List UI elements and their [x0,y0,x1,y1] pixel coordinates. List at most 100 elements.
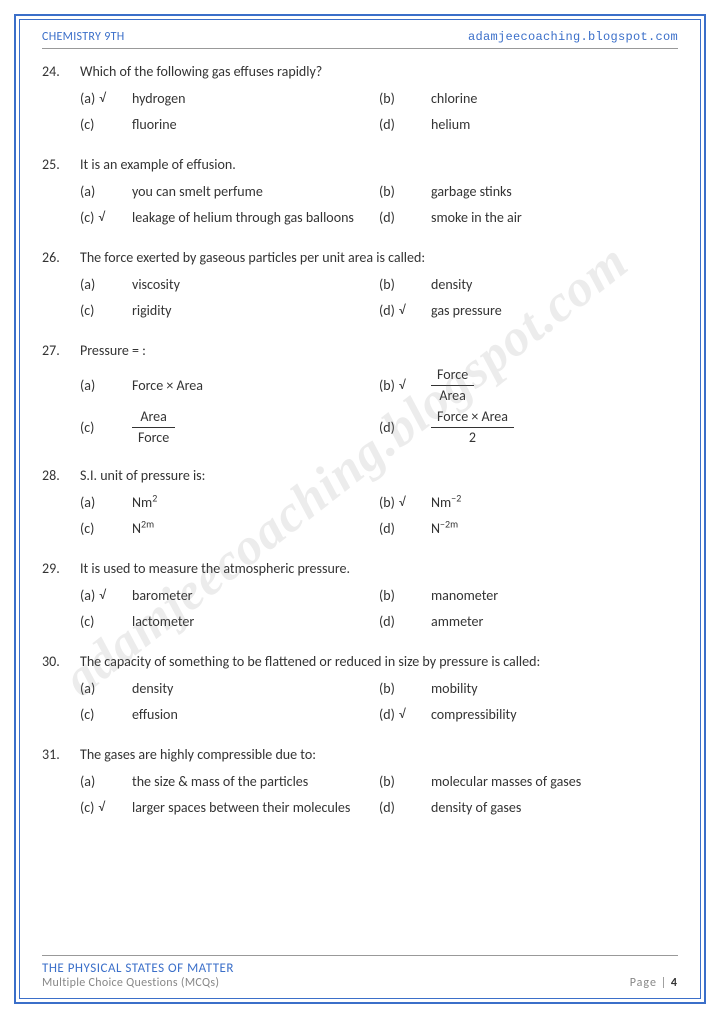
question-row: 26.The force exerted by gaseous particle… [42,249,678,266]
option-label: (a) [80,773,132,790]
options: (a)√barometer(b)manometer (c) lactometer(d… [42,585,678,631]
question-number: 24. [42,63,80,80]
question-text: Pressure = : [80,342,678,359]
option-text: mobility [431,680,678,697]
option-cell: (b) mobility [379,680,678,697]
option-letter: (c) [80,209,94,226]
option-cell: (a)density [80,680,379,697]
option-letter: (b) [379,680,395,697]
option-label: (c) [80,613,132,630]
option-cell: (a)√barometer [80,587,379,604]
option-letter: (c) [80,613,94,630]
option-text: gas pressure [431,302,678,319]
question-text: Which of the following gas effuses rapid… [80,63,678,80]
option-letter: (d) [379,302,395,319]
option-label: (b)√ [379,377,431,394]
option-label: (b) [379,680,431,697]
header-subject: CHEMISTRY 9TH [42,30,125,44]
questions-container: 24.Which of the following gas effuses ra… [42,63,678,817]
option-text: smoke in the air [431,209,678,226]
option-row: (a) the size & mass of the particles(b)mo… [80,771,678,791]
options: (a) the size & mass of the particles(b)mo… [42,771,678,817]
option-letter: (c) [80,520,94,537]
option-text: density of gases [431,799,678,816]
outer-border: adamjeecoaching.blogspot.com CHEMISTRY 9… [14,14,706,1004]
option-label: (c) [80,520,132,537]
option-letter: (c) [80,799,94,816]
question-row: 31.The gases are highly compressible due… [42,746,678,763]
option-row: (a)√hydrogen(b)chlorine [80,88,678,108]
option-row: (c)lactometer(d)ammeter [80,611,678,631]
option-text: the size & mass of the particles [132,773,379,790]
options: (a)viscosity(b)density(c)rigidity(d)√gas… [42,274,678,320]
option-row: (c)N2m(d)N−2m [80,518,678,538]
option-label: (b) [379,587,431,604]
option-text: effusion [132,706,379,723]
header: CHEMISTRY 9TH adamjeecoaching.blogspot.c… [42,30,678,49]
fraction-numerator: Area [132,409,175,427]
option-label: (c)√ [80,799,132,816]
option-letter: (d) [379,613,395,630]
question-text: The gases are highly compressible due to… [80,746,678,763]
fraction-denominator: 2 [431,428,514,445]
option-letter: (c) [80,706,94,723]
option-letter: (b) [379,494,395,511]
option-row: (a)density(b) mobility [80,678,678,698]
options: (a)you can smelt perfume(b)garbage stink… [42,181,678,227]
option-text: ForceArea [431,367,678,403]
option-letter: (b) [379,90,395,107]
options: (a)Force × Area(b)√ForceArea(c)AreaForce… [42,367,678,445]
option-letter: (a) [80,377,95,394]
option-text: manometer [431,587,678,604]
options: (a)√hydrogen(b)chlorine(c)fluorine(d)hel… [42,88,678,134]
header-url: adamjeecoaching.blogspot.com [468,30,678,44]
option-letter: (b) [379,183,395,200]
option-letter: (d) [379,520,395,537]
option-label: (d) [379,419,431,436]
option-cell: (d)Force × Area2 [379,409,678,445]
option-text: density [431,276,678,293]
option-text: helium [431,116,678,133]
options: (a)Nm2(b)√Nm−2(c)N2m(d)N−2m [42,492,678,538]
option-text: garbage stinks [431,183,678,200]
question-number: 27. [42,342,80,359]
option-cell: (d)√compressibility [379,706,678,723]
option-text: lactometer [132,613,379,630]
option-letter: (a) [80,276,95,293]
question-row: 27.Pressure = : [42,342,678,359]
option-cell: (c) lactometer [80,613,379,630]
option-text: Nm2 [132,494,379,511]
question-number: 29. [42,560,80,577]
option-letter: (b) [379,276,395,293]
option-cell: (c) effusion [80,706,379,723]
fraction-denominator: Force [132,428,175,445]
option-text: rigidity [132,302,379,319]
option-label: (c) [80,706,132,723]
option-text: fluorine [132,116,379,133]
question-number: 31. [42,746,80,763]
chapter-title: THE PHYSICAL STATES OF MATTER [42,961,234,976]
checkmark-icon: √ [99,91,105,106]
option-row: (c)fluorine(d)helium [80,114,678,134]
option-label: (a) [80,276,132,293]
question-number: 25. [42,156,80,173]
option-cell: (b) chlorine [379,90,678,107]
option-letter: (d) [379,706,395,723]
question-row: 24.Which of the following gas effuses ra… [42,63,678,80]
option-letter: (c) [80,302,94,319]
option-cell: (b)molecular masses of gases [379,773,678,790]
option-cell: (b) density [379,276,678,293]
option-label: (a) [80,680,132,697]
option-cell: (c)√leakage of helium through gas balloo… [80,209,379,226]
option-label: (d) [379,520,431,537]
option-cell: (b)√Nm−2 [379,494,678,511]
page-number: Page | 4 [630,976,678,990]
option-letter: (a) [80,773,95,790]
question-number: 26. [42,249,80,266]
option-cell: (b)manometer [379,587,678,604]
option-label: (d) [379,209,431,226]
option-text: Force × Area2 [431,409,678,445]
option-text: Nm−2 [431,494,678,511]
option-row: (c) effusion(d)√compressibility [80,704,678,724]
option-text: chlorine [431,90,678,107]
